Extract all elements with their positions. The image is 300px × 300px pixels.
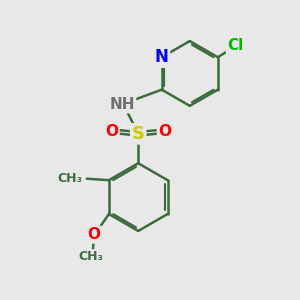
Text: CH₃: CH₃: [79, 250, 104, 263]
Text: NH: NH: [109, 97, 135, 112]
Text: O: O: [105, 124, 118, 139]
Text: O: O: [158, 124, 171, 139]
Text: N: N: [155, 48, 169, 66]
Text: Cl: Cl: [227, 38, 244, 53]
Text: S: S: [132, 125, 145, 143]
Text: CH₃: CH₃: [57, 172, 83, 185]
Text: O: O: [88, 227, 101, 242]
